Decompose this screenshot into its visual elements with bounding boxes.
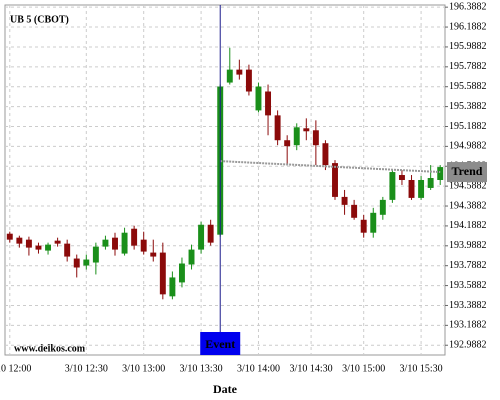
candle-body [102, 239, 109, 247]
y-tick-label: 195.1882 [449, 121, 487, 132]
candle-body [121, 232, 128, 254]
candle-body [370, 212, 377, 233]
y-tick-label: 195.7882 [449, 61, 487, 72]
candle-body [25, 239, 32, 248]
candle-body [92, 246, 99, 263]
event-label: Event [205, 337, 235, 351]
candle-body [64, 243, 71, 257]
candle-body [226, 69, 233, 83]
y-tick-label: 193.1882 [449, 320, 487, 331]
candle-body [198, 224, 205, 250]
y-tick-label: 193.3882 [449, 300, 487, 311]
x-axis-title: Date [213, 382, 238, 396]
x-tick-label: 3/10 15:00 [342, 363, 385, 374]
candle-body [45, 244, 52, 251]
candle-body [188, 249, 195, 265]
candle-body [131, 228, 138, 246]
candle-body [112, 237, 118, 250]
candle-body [322, 143, 329, 166]
x-tick-label: 3/10 12:30 [65, 363, 108, 374]
candle-body [83, 259, 90, 266]
trend-label: Trend [452, 164, 483, 178]
y-tick-label: 193.9882 [449, 240, 487, 251]
chart-title: UB 5 (CBOT) [10, 14, 69, 25]
x-tick-label: 3/10 14:00 [237, 363, 280, 374]
candle-body [408, 180, 415, 198]
y-tick-label: 194.3882 [449, 200, 487, 211]
y-tick-label: 195.3882 [449, 101, 487, 112]
candle-body [379, 199, 386, 215]
x-tick-label: 3/10 15:30 [400, 363, 443, 374]
event-box [200, 332, 241, 355]
candle-body [303, 128, 310, 132]
candle-body [236, 69, 243, 75]
candle-body [274, 115, 281, 141]
candle-body [437, 167, 444, 180]
candle-body [332, 163, 338, 197]
y-tick-label: 196.3882 [449, 1, 487, 12]
candle-body [169, 277, 176, 297]
candle-body [178, 263, 185, 283]
y-tick-label: 194.5882 [449, 180, 487, 191]
candle-body [140, 239, 147, 252]
trend-line [220, 160, 441, 174]
candle-body [293, 127, 300, 146]
y-tick-label: 194.9882 [449, 141, 487, 152]
candle-body [312, 130, 319, 146]
candle-body [150, 252, 157, 257]
trend-box [447, 162, 487, 183]
y-tick-label: 196.1882 [449, 21, 487, 32]
y-tick-label: 193.5882 [449, 280, 487, 291]
candle-body [159, 252, 166, 295]
y-tick-label: 195.9882 [449, 41, 487, 52]
candle-body [35, 245, 42, 250]
candle-body [73, 258, 80, 268]
y-tick-label: 193.7882 [449, 260, 487, 271]
candle-body [284, 140, 291, 147]
candle-body [207, 224, 214, 243]
y-tick-label: 192.9882 [449, 340, 487, 351]
y-tick-label: 194.1882 [449, 220, 487, 231]
candle-body [427, 178, 434, 188]
candle-body [255, 86, 262, 111]
candle-body [360, 219, 367, 233]
x-tick-label: 3/10 12:00 [0, 363, 31, 374]
candle-body [245, 69, 252, 92]
candle-body [398, 175, 405, 180]
candle-body [351, 204, 358, 218]
y-tick-label: 195.5882 [449, 81, 487, 92]
candle-body [389, 172, 396, 200]
watermark: www.delkos.com [14, 343, 86, 354]
x-tick-label: 3/10 13:00 [122, 363, 165, 374]
x-tick-label: 3/10 14:30 [290, 363, 333, 374]
candle-body [54, 240, 61, 244]
candle-body [16, 237, 23, 244]
candle-body [418, 180, 425, 198]
x-tick-label: 3/10 13:30 [180, 363, 223, 374]
candle-body [341, 196, 348, 205]
candle-body [6, 233, 13, 240]
candle-body [265, 91, 272, 116]
